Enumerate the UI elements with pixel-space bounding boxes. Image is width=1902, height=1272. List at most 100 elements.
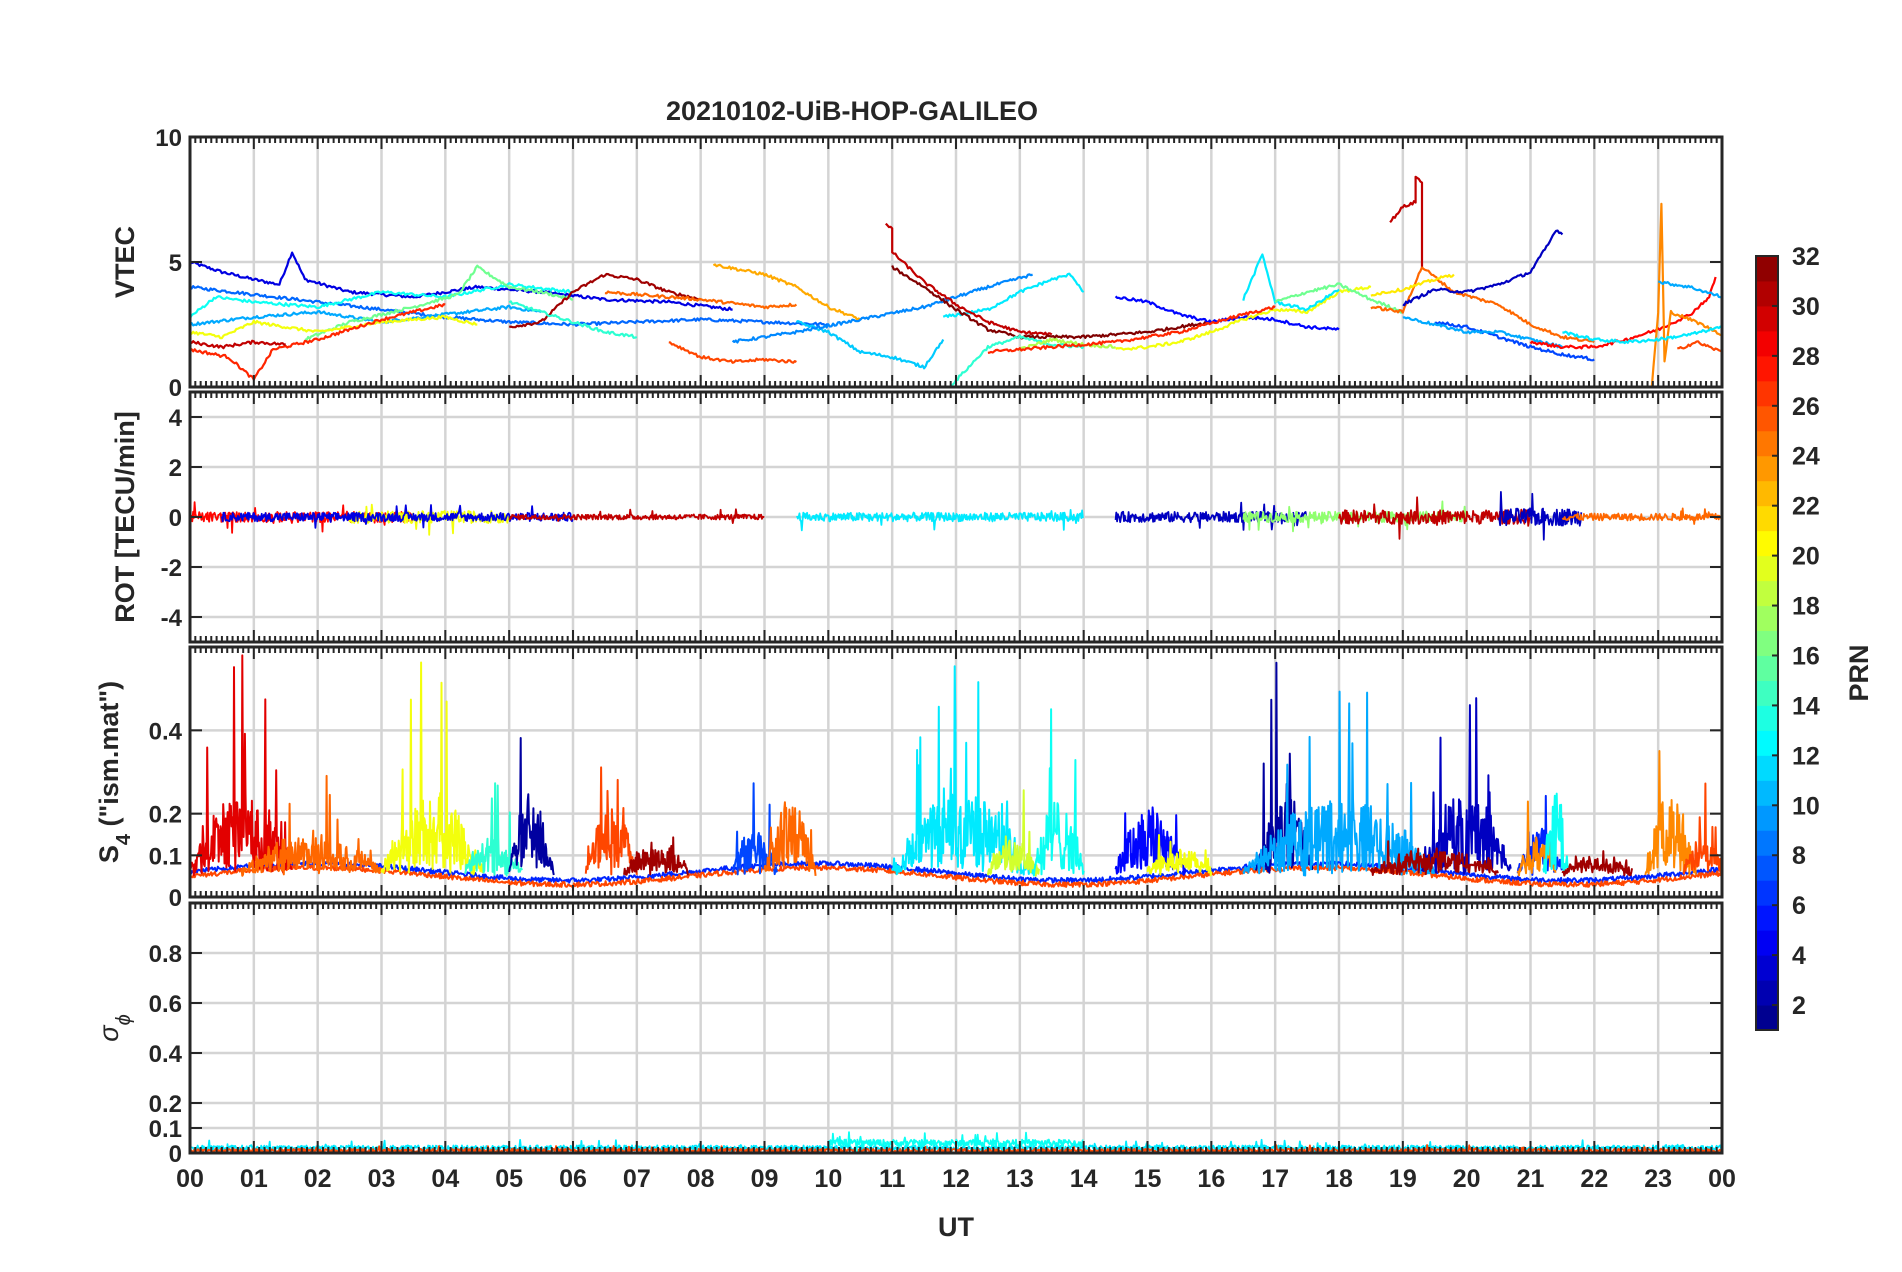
series-line-prn-24-burst xyxy=(1644,750,1697,877)
y-tick-label: 0.8 xyxy=(149,941,182,968)
series-line-prn-31-burst xyxy=(1561,850,1633,877)
colorbar-tick-label: 12 xyxy=(1792,742,1820,770)
x-tick-label: 02 xyxy=(304,1165,332,1193)
y-tick-label: 0.1 xyxy=(149,1116,182,1143)
panel-rot: -4 -2 0 2 4 ROT [TECU/min] xyxy=(110,390,1724,644)
series-line-prn-20 xyxy=(1115,285,1372,351)
y-tick-label: 0 xyxy=(169,885,182,912)
y-axis-label: VTEC xyxy=(110,226,140,298)
series-line-prn-13-burst xyxy=(1031,708,1085,877)
series-line-prn-8 xyxy=(190,285,829,327)
series-line-prn-5-burst xyxy=(1114,806,1187,876)
y-axis-label: σϕ xyxy=(94,1014,135,1041)
series-line-prn-21 xyxy=(1370,273,1455,297)
y-tick-label: 2 xyxy=(169,455,182,482)
colorbar-swatch xyxy=(1756,1005,1778,1031)
colorbar-tick-label: 2 xyxy=(1792,992,1806,1020)
series-line-prn-25 xyxy=(1370,266,1595,344)
series-line-prn-31-burst xyxy=(1369,840,1499,876)
x-tick-label: 00 xyxy=(176,1165,204,1193)
y-axis-label-main: S xyxy=(94,845,124,863)
series-line-prn-27 xyxy=(987,305,1276,354)
x-tick-label: 12 xyxy=(942,1165,970,1193)
series-line-prn-6-baseline xyxy=(190,860,1722,884)
y-axis-label-main: ROT [TECU/min] xyxy=(110,411,140,622)
series-group xyxy=(190,654,1722,888)
colorbar-tick-label: 32 xyxy=(1792,243,1820,271)
colorbar-swatch xyxy=(1756,830,1778,856)
colorbar-swatch xyxy=(1756,955,1778,981)
y-tick-label: 0.1 xyxy=(149,843,182,870)
colorbar-swatch xyxy=(1756,305,1778,332)
x-tick-label: 13 xyxy=(1006,1165,1034,1193)
colorbar-tick-label: 14 xyxy=(1792,692,1820,720)
series-line-prn-13 xyxy=(190,282,573,319)
series-group xyxy=(190,175,1722,387)
colorbar-swatch xyxy=(1756,480,1778,507)
colorbar-swatch xyxy=(1756,530,1778,557)
series-line-prn-29-burst xyxy=(190,654,293,877)
series-line-prn-10 xyxy=(1402,316,1563,349)
x-tick-label: 20 xyxy=(1453,1165,1481,1193)
x-tick-label: 01 xyxy=(240,1165,268,1193)
series-line-prn-23 xyxy=(712,263,861,321)
series-line-prn-3-burst xyxy=(1421,697,1512,875)
series-line-prn-26 xyxy=(1677,340,1722,353)
series-line-prn-12 xyxy=(1562,325,1722,345)
x-tick-label: 19 xyxy=(1389,1165,1417,1193)
series-line-prn-9 xyxy=(731,273,1034,344)
y-tick-label: 0.4 xyxy=(149,1041,183,1068)
y-tick-label: -2 xyxy=(161,555,182,582)
y-tick-label: -4 xyxy=(161,605,183,632)
colorbar-tick-label: 28 xyxy=(1792,343,1820,371)
colorbar-swatch xyxy=(1756,430,1778,457)
colorbar-tick-label: 20 xyxy=(1792,543,1820,571)
series-line-prn-20-burst xyxy=(380,661,485,876)
series-line-prn-30 xyxy=(884,222,1053,337)
chart-title: 20210102-UiB-HOP-GALILEO xyxy=(666,96,1038,126)
series-line-prn-10 xyxy=(1658,280,1722,299)
colorbar-swatch xyxy=(1756,730,1778,756)
series-line-prn-30 xyxy=(190,339,286,350)
series-line-prn-18 xyxy=(1018,337,1117,352)
colorbar-tick-label: 6 xyxy=(1792,892,1806,920)
series-line-prn-31 xyxy=(509,272,701,329)
colorbar-swatch xyxy=(1756,455,1778,482)
x-axis-tick-labels: 00 01 02 03 04 05 06 07 08 09 10 11 12 13 14 15 16 17 18 19… xyxy=(176,1165,1736,1193)
colorbar-tick-label: 26 xyxy=(1792,393,1820,421)
series-line-prn-25 xyxy=(604,290,798,310)
colorbar-swatch xyxy=(1756,605,1778,632)
colorbar-tick-label: 18 xyxy=(1792,593,1820,621)
colorbar-tick-label: 8 xyxy=(1792,842,1806,870)
series-line-prn-3 xyxy=(1402,229,1564,307)
y-axis-label-subscript: ϕ xyxy=(113,1014,135,1025)
colorbar-swatch xyxy=(1756,780,1778,806)
colorbar-swatch xyxy=(1756,905,1778,931)
x-tick-label: 10 xyxy=(814,1165,842,1193)
colorbar-tick-label: 24 xyxy=(1792,443,1820,471)
series-line-prn-26-burst xyxy=(1682,782,1722,875)
colorbar-swatch xyxy=(1756,405,1778,432)
series-line-prn-26 xyxy=(668,341,797,364)
colorbar-label: PRN xyxy=(1844,644,1874,701)
series-line-prn-26-baseline xyxy=(190,864,1722,888)
colorbar-tick-label: 10 xyxy=(1792,792,1820,820)
y-tick-label: 0.2 xyxy=(149,802,182,829)
x-tick-label: 15 xyxy=(1134,1165,1162,1193)
series-line-prn-2-burst xyxy=(508,737,555,876)
colorbar-swatch xyxy=(1756,380,1778,407)
x-tick-label: 17 xyxy=(1261,1165,1289,1193)
y-tick-label: 10 xyxy=(155,125,182,152)
y-axis-label-subscript: 4 xyxy=(113,833,135,845)
colorbar-swatch xyxy=(1756,655,1778,681)
x-tick-label: 00 xyxy=(1708,1165,1736,1193)
series-line-prn-25-burst xyxy=(240,774,383,877)
x-tick-label: 04 xyxy=(431,1165,459,1193)
colorbar-tick-label: 22 xyxy=(1792,493,1820,521)
series-line-prn-14-burst xyxy=(464,782,523,877)
panel-s4: 0 0.1 0.2 0.4 S4 ("ism.mat") xyxy=(94,645,1724,912)
series-line-prn-4 xyxy=(190,251,733,312)
y-axis-label-main: VTEC xyxy=(110,226,140,298)
